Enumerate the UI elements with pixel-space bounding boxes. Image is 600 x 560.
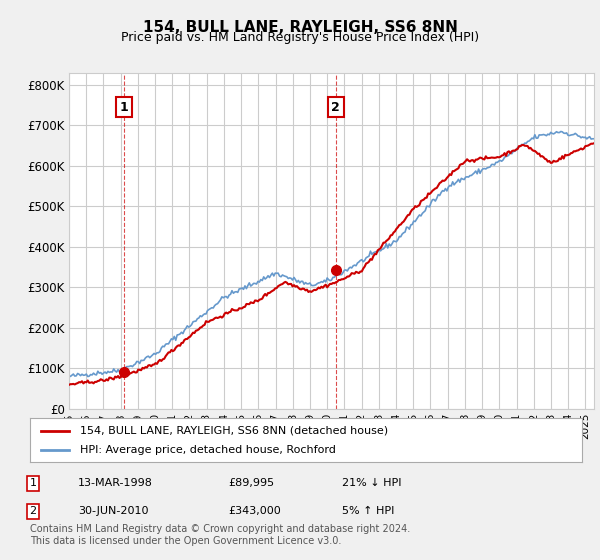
Text: £89,995: £89,995: [228, 478, 274, 488]
Text: 2: 2: [331, 101, 340, 114]
Text: HPI: Average price, detached house, Rochford: HPI: Average price, detached house, Roch…: [80, 445, 335, 455]
Text: Contains HM Land Registry data © Crown copyright and database right 2024.
This d: Contains HM Land Registry data © Crown c…: [30, 524, 410, 546]
Text: 13-MAR-1998: 13-MAR-1998: [78, 478, 153, 488]
Text: 5% ↑ HPI: 5% ↑ HPI: [342, 506, 394, 516]
Text: 21% ↓ HPI: 21% ↓ HPI: [342, 478, 401, 488]
Text: 30-JUN-2010: 30-JUN-2010: [78, 506, 149, 516]
Text: 1: 1: [29, 478, 37, 488]
Text: 154, BULL LANE, RAYLEIGH, SS6 8NN: 154, BULL LANE, RAYLEIGH, SS6 8NN: [143, 20, 457, 35]
Text: Price paid vs. HM Land Registry's House Price Index (HPI): Price paid vs. HM Land Registry's House …: [121, 31, 479, 44]
Text: £343,000: £343,000: [228, 506, 281, 516]
Text: 154, BULL LANE, RAYLEIGH, SS6 8NN (detached house): 154, BULL LANE, RAYLEIGH, SS6 8NN (detac…: [80, 426, 388, 436]
Text: 2: 2: [29, 506, 37, 516]
Text: 1: 1: [120, 101, 128, 114]
